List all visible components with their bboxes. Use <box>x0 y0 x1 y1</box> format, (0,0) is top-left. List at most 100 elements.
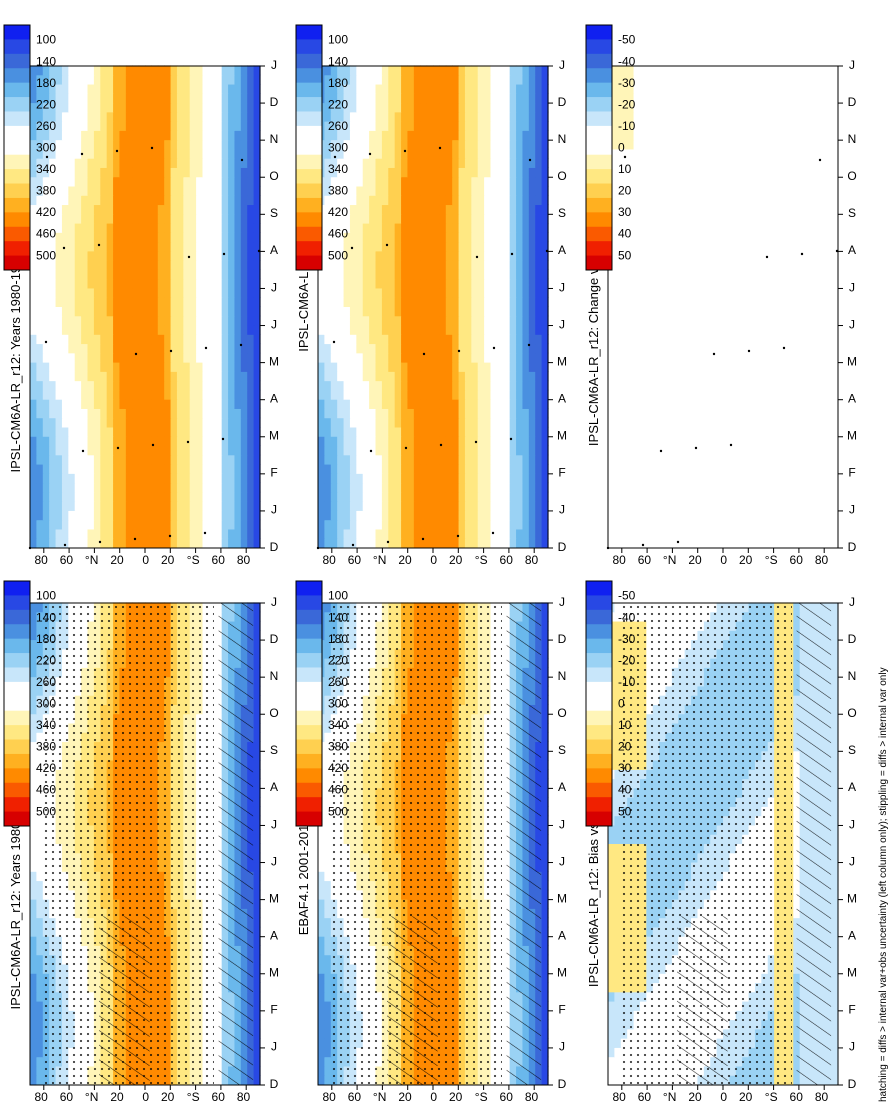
heat-cell <box>119 111 127 122</box>
heat-cell <box>164 74 172 85</box>
heat-cell <box>145 121 152 131</box>
heat-cell <box>208 389 216 400</box>
lat-label: °N <box>85 553 98 567</box>
heat-cell <box>228 83 236 94</box>
heat-cell <box>113 528 121 539</box>
heat-cell <box>68 306 76 317</box>
heat-cell <box>164 519 172 530</box>
heat-cell <box>318 936 325 946</box>
heat-cell <box>170 510 178 521</box>
heat-cell <box>215 343 223 354</box>
heat-cell <box>100 343 108 354</box>
heat-cell <box>157 538 165 548</box>
heat-cell <box>30 436 37 447</box>
heat-cell <box>151 501 159 511</box>
heat-cell <box>74 501 82 511</box>
heat-cell <box>55 482 63 493</box>
heat-cell <box>234 408 242 419</box>
heat-cell <box>138 399 146 409</box>
heat-cell <box>183 269 191 280</box>
heat-cell <box>240 269 248 280</box>
heat-cell <box>93 426 101 437</box>
heat-cell <box>61 324 69 335</box>
heat-cell <box>176 139 184 150</box>
heat-cell <box>164 260 172 270</box>
heat-cell <box>208 185 216 196</box>
heat-cell <box>208 408 216 419</box>
heat-cell <box>100 195 108 206</box>
heat-cell <box>247 260 255 270</box>
heat-cell <box>234 380 242 391</box>
heat-cell <box>157 185 165 196</box>
heat-cell <box>176 528 184 539</box>
heat-cell <box>228 176 236 187</box>
heat-cell <box>196 408 204 419</box>
heat-cell <box>318 871 325 882</box>
heat-cell <box>36 278 44 289</box>
heat-cell <box>151 417 159 428</box>
heat-cell <box>30 954 37 965</box>
heat-cell <box>93 380 101 391</box>
heat-cell <box>318 1075 325 1085</box>
heat-cell <box>164 315 172 326</box>
heat-cell <box>113 399 121 409</box>
heat-cell <box>202 222 210 233</box>
heat-cell <box>132 371 140 382</box>
heat-cell <box>132 260 140 270</box>
heat-cell <box>189 417 197 428</box>
heat-cell <box>93 176 101 187</box>
heat-cell <box>87 408 95 419</box>
heat-cell <box>202 130 210 141</box>
heat-cell <box>176 538 184 548</box>
heat-cell <box>42 278 50 289</box>
heat-cell <box>132 463 140 474</box>
heat-cell <box>221 463 229 474</box>
heat-cell <box>138 408 146 419</box>
heat-cell <box>125 519 133 530</box>
heat-cell <box>176 111 184 122</box>
lat-label: 80 <box>34 553 48 567</box>
heat-cell <box>132 176 140 187</box>
heat-cell <box>176 250 184 261</box>
heat-cell <box>170 185 178 196</box>
heat-cell <box>49 269 57 280</box>
heat-cell <box>151 111 159 122</box>
heat-cell <box>42 510 50 521</box>
heat-cell <box>55 213 63 224</box>
heat-cell <box>176 297 184 307</box>
heat-cell <box>151 426 159 437</box>
heat-cell <box>170 102 178 113</box>
heat-cell <box>183 121 191 131</box>
heat-cell <box>61 250 69 261</box>
month-label: J <box>271 280 277 294</box>
heat-cell <box>106 93 114 104</box>
heat-cell <box>93 232 101 243</box>
heat-cell <box>208 380 216 391</box>
heat-cell <box>132 399 140 409</box>
heat-cell <box>68 213 76 224</box>
heat-cell <box>157 111 165 122</box>
heat-cell <box>215 399 223 409</box>
heat-cell <box>145 389 152 400</box>
heat-cell <box>151 222 159 233</box>
heat-cell <box>93 148 101 159</box>
heat-cell <box>170 389 178 400</box>
heat-cell <box>100 473 108 484</box>
stipple-dot <box>44 340 48 344</box>
heat-cell <box>68 83 76 94</box>
heat-cell <box>253 936 261 946</box>
heat-cell <box>157 83 165 94</box>
heat-cell <box>240 362 248 372</box>
heat-cell <box>68 463 76 474</box>
heat-cell <box>125 241 133 252</box>
heat-cell <box>157 260 165 270</box>
heat-cell <box>228 278 236 289</box>
heat-cell <box>74 121 82 131</box>
heat-cell <box>61 204 69 215</box>
heat-cell <box>49 380 57 391</box>
heat-cell <box>215 408 223 419</box>
heat-cell <box>125 491 133 502</box>
heat-cell <box>138 158 146 168</box>
heat-cell <box>125 538 133 548</box>
heat-cell <box>113 417 121 428</box>
